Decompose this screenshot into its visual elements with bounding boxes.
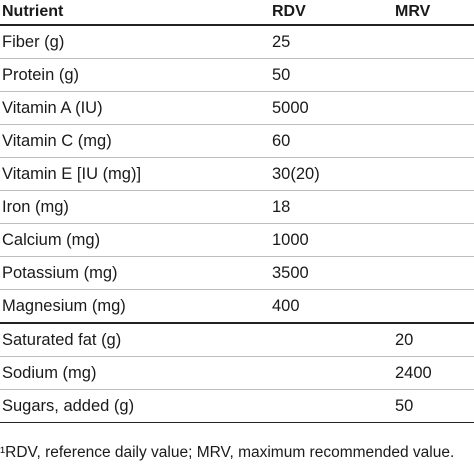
nutrient-cell: Vitamin E [IU (mg)] xyxy=(0,157,270,191)
nutrient-cell: Magnesium (mg) xyxy=(0,289,270,324)
header-nutrient: Nutrient xyxy=(0,0,270,26)
rdv-cell: 5000 xyxy=(270,91,395,125)
table-row: Vitamin A (IU) 5000 xyxy=(0,91,474,125)
nutrient-cell: Calcium (mg) xyxy=(0,223,270,257)
rdv-cell xyxy=(270,356,395,390)
mrv-cell xyxy=(395,91,474,125)
mrv-cell xyxy=(395,190,474,224)
nutrient-cell: Iron (mg) xyxy=(0,190,270,224)
rdv-cell xyxy=(270,323,395,357)
table-row: Saturated fat (g) 20 xyxy=(0,323,474,357)
nutrient-cell: Protein (g) xyxy=(0,58,270,92)
rdv-cell: 3500 xyxy=(270,256,395,290)
rdv-cell: 30(20) xyxy=(270,157,395,191)
rdv-cell: 18 xyxy=(270,190,395,224)
mrv-cell: 50 xyxy=(395,389,474,423)
rdv-cell: 50 xyxy=(270,58,395,92)
table-row: Sugars, added (g) 50 xyxy=(0,389,474,423)
table-row: Calcium (mg) 1000 xyxy=(0,223,474,257)
rdv-cell xyxy=(270,389,395,423)
table-row: Potassium (mg) 3500 xyxy=(0,256,474,290)
table-footnote: ¹RDV, reference daily value; MRV, maximu… xyxy=(0,444,455,461)
mrv-cell xyxy=(395,157,474,191)
table-row: Iron (mg) 18 xyxy=(0,190,474,224)
mrv-cell xyxy=(395,223,474,257)
nutrient-table: Nutrient RDV MRV Fiber (g) 25 Protein (g… xyxy=(0,0,474,423)
header-mrv: MRV xyxy=(395,0,474,26)
mrv-cell xyxy=(395,124,474,158)
table-row: Protein (g) 50 xyxy=(0,58,474,92)
mrv-cell xyxy=(395,25,474,59)
nutrient-cell: Potassium (mg) xyxy=(0,256,270,290)
table-row: Vitamin E [IU (mg)] 30(20) xyxy=(0,157,474,191)
mrv-cell xyxy=(395,289,474,324)
nutrient-cell: Fiber (g) xyxy=(0,25,270,59)
nutrient-cell: Saturated fat (g) xyxy=(0,323,270,357)
nutrient-table-container: Nutrient RDV MRV Fiber (g) 25 Protein (g… xyxy=(0,0,474,423)
nutrient-cell: Vitamin A (IU) xyxy=(0,91,270,125)
mrv-cell: 2400 xyxy=(395,356,474,390)
rdv-cell: 60 xyxy=(270,124,395,158)
nutrient-cell: Sugars, added (g) xyxy=(0,389,270,423)
rdv-cell: 1000 xyxy=(270,223,395,257)
nutrient-cell: Vitamin C (mg) xyxy=(0,124,270,158)
table-row: Fiber (g) 25 xyxy=(0,25,474,59)
table-row: Magnesium (mg) 400 xyxy=(0,289,474,324)
mrv-cell xyxy=(395,58,474,92)
table-row: Sodium (mg) 2400 xyxy=(0,356,474,390)
rdv-cell: 25 xyxy=(270,25,395,59)
rdv-cell: 400 xyxy=(270,289,395,324)
mrv-cell: 20 xyxy=(395,323,474,357)
table-row: Vitamin C (mg) 60 xyxy=(0,124,474,158)
table-header-row: Nutrient RDV MRV xyxy=(0,0,474,26)
header-rdv: RDV xyxy=(270,0,395,26)
mrv-cell xyxy=(395,256,474,290)
nutrient-cell: Sodium (mg) xyxy=(0,356,270,390)
